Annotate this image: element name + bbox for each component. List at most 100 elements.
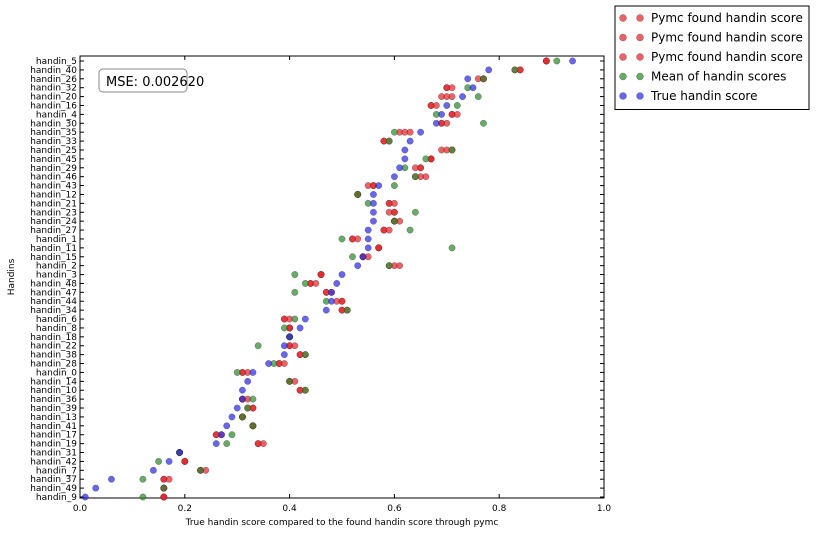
data-point bbox=[401, 155, 409, 163]
data-point bbox=[542, 57, 550, 65]
data-point bbox=[432, 102, 440, 109]
y-tick-label: handin_21 bbox=[30, 199, 77, 209]
data-point bbox=[390, 217, 398, 225]
data-point bbox=[343, 306, 351, 314]
y-tick-label: handin_34 bbox=[30, 306, 77, 316]
y-tick-label: handin_36 bbox=[30, 395, 77, 405]
x-tick-label: 0.4 bbox=[282, 504, 297, 514]
data-point bbox=[511, 66, 519, 74]
data-point bbox=[396, 262, 404, 270]
legend-label: Mean of handin scores bbox=[651, 70, 786, 84]
y-tick-label: handin_29 bbox=[30, 164, 77, 174]
data-point bbox=[181, 457, 189, 465]
data-point bbox=[244, 404, 252, 412]
data-point bbox=[417, 128, 425, 136]
y-tick-label: handin_17 bbox=[30, 431, 77, 441]
data-points bbox=[81, 57, 577, 501]
data-point bbox=[354, 191, 362, 198]
data-point bbox=[160, 493, 168, 501]
y-tick-label: handin_27 bbox=[30, 226, 77, 236]
data-point bbox=[364, 235, 372, 243]
data-point bbox=[223, 422, 231, 430]
legend-marker bbox=[636, 14, 644, 22]
legend-marker bbox=[619, 92, 627, 100]
legend-label: Pymc found handin score bbox=[651, 50, 803, 64]
data-point bbox=[375, 244, 383, 252]
y-tick-label: handin_15 bbox=[30, 253, 77, 263]
y-tick-label: handin_30 bbox=[30, 119, 77, 129]
y-tick-label: handin_24 bbox=[30, 217, 77, 227]
data-point bbox=[369, 208, 377, 216]
data-point bbox=[422, 155, 430, 163]
data-point bbox=[92, 484, 100, 492]
data-point bbox=[286, 333, 294, 341]
legend-marker bbox=[636, 92, 644, 100]
y-tick-label: handin_12 bbox=[30, 190, 77, 200]
data-point bbox=[286, 377, 294, 385]
data-point bbox=[369, 199, 377, 207]
y-tick-label: handin_10 bbox=[30, 386, 77, 396]
axis-ticks: 0.0 0.2 0.4 0.6 0.8 1.0 handin_5handin_40handi… bbox=[30, 56, 611, 514]
data-point bbox=[107, 475, 115, 483]
x-tick-label: 0.6 bbox=[387, 504, 402, 514]
legend-marker bbox=[619, 33, 627, 42]
data-point bbox=[338, 235, 346, 243]
data-point bbox=[364, 244, 372, 252]
data-point bbox=[322, 306, 330, 314]
data-point bbox=[369, 191, 377, 198]
data-point bbox=[176, 449, 184, 456]
data-point bbox=[349, 235, 356, 243]
y-tick-label: handin_14 bbox=[30, 377, 77, 387]
legend-marker bbox=[619, 53, 627, 61]
x-tick-label: 0.0 bbox=[73, 504, 88, 514]
data-point bbox=[328, 288, 335, 296]
data-point bbox=[464, 75, 472, 83]
y-tick-label: handin_16 bbox=[30, 101, 77, 111]
data-point bbox=[233, 368, 241, 376]
y-tick-label: handin_35 bbox=[30, 128, 77, 138]
data-point bbox=[448, 146, 456, 154]
data-point bbox=[291, 271, 299, 279]
y-tick-label: handin_11 bbox=[30, 244, 77, 254]
data-point bbox=[165, 457, 173, 465]
data-point bbox=[155, 457, 163, 465]
y-tick-label: handin_3 bbox=[36, 271, 77, 281]
x-axis-label: True handin score compared to the found … bbox=[185, 518, 499, 528]
y-tick-label: handin_46 bbox=[30, 173, 77, 183]
data-point bbox=[406, 137, 414, 145]
y-tick-label: handin_32 bbox=[30, 84, 77, 94]
mse-annotation: MSE: 0.002620 bbox=[98, 68, 204, 93]
data-point bbox=[390, 182, 398, 190]
data-point bbox=[448, 244, 456, 252]
y-tick-label: handin_23 bbox=[30, 208, 77, 218]
data-point bbox=[485, 66, 493, 74]
legend-marker bbox=[619, 72, 627, 81]
legend-label: Pymc found handin score bbox=[651, 11, 803, 25]
y-tick-label: handin_40 bbox=[30, 66, 77, 76]
data-point bbox=[359, 253, 367, 261]
data-point bbox=[249, 422, 257, 430]
y-tick-label: handin_38 bbox=[30, 351, 77, 361]
y-tick-label: handin_37 bbox=[30, 475, 77, 485]
legend-label: True handin score bbox=[650, 89, 757, 103]
data-point bbox=[480, 75, 487, 83]
y-axis-label: Handins bbox=[7, 258, 17, 295]
y-tick-label: handin_25 bbox=[30, 146, 77, 156]
y-tick-label: handin_48 bbox=[30, 279, 77, 289]
data-point bbox=[453, 110, 461, 118]
data-point bbox=[396, 164, 404, 172]
y-tick-label: handin_44 bbox=[30, 297, 77, 307]
legend-box bbox=[614, 5, 810, 110]
data-point bbox=[233, 404, 241, 412]
data-point bbox=[432, 119, 440, 127]
y-tick-label: handin_43 bbox=[30, 182, 77, 192]
data-point bbox=[139, 475, 147, 483]
data-point bbox=[265, 360, 273, 367]
data-point bbox=[244, 377, 252, 385]
data-point bbox=[238, 386, 246, 394]
data-point bbox=[291, 315, 299, 323]
mse-text: MSE: 0.002620 bbox=[106, 75, 204, 90]
data-point bbox=[375, 182, 383, 190]
data-point bbox=[443, 84, 451, 92]
